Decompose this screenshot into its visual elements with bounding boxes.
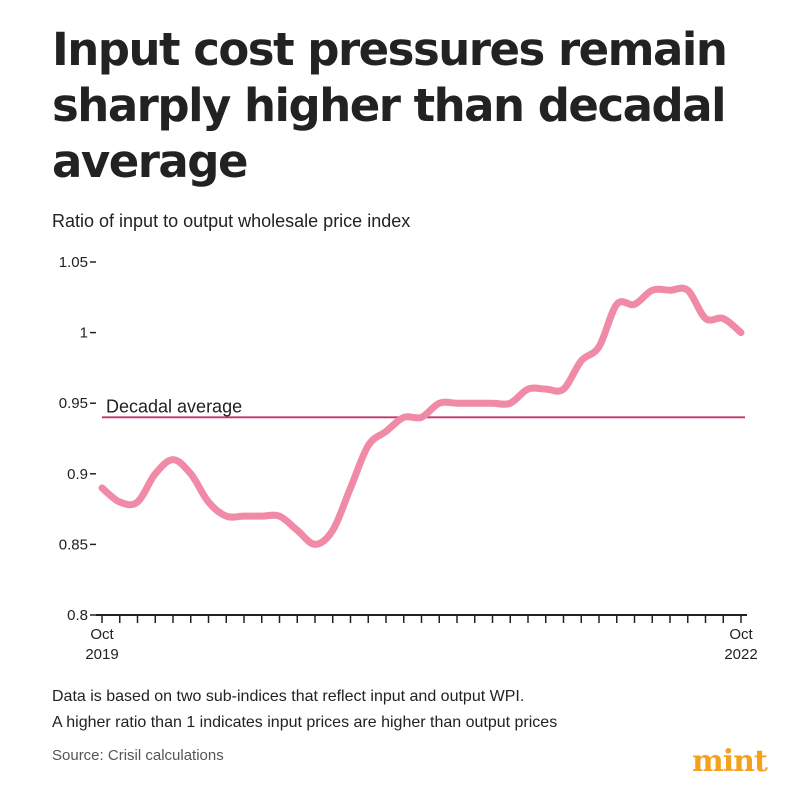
x-tick-label-month: Oct: [729, 626, 753, 643]
series-group: [98, 284, 745, 548]
chart-subtitle: Ratio of input to output wholesale price…: [52, 211, 411, 231]
decadal-average-label: Decadal average: [106, 396, 242, 416]
y-tick-label: 1: [80, 325, 88, 342]
note-line-2: A higher ratio than 1 indicates input pr…: [52, 714, 558, 731]
series-line: [98, 284, 745, 548]
chart-title: Input cost pressures remain sharply high…: [52, 23, 728, 188]
y-tick-label: 0.95: [59, 395, 88, 412]
y-axis: 0.8 0.85 0.9 0.95 1 1.05: [59, 254, 96, 624]
y-tick-label: 1.05: [59, 254, 88, 271]
y-tick-label: 0.85: [59, 536, 88, 553]
y-tick-label: 0.8: [67, 607, 88, 624]
x-tick-label-year: 2019: [85, 646, 118, 663]
x-tick-label-year: 2022: [724, 646, 757, 663]
y-tick-label: 0.9: [67, 466, 88, 483]
source-text: Source: Crisil calculations: [52, 747, 224, 764]
line-chart: 0.8 0.85 0.9 0.95 1 1.05 Oct 2019 Oct 2022 Decad…: [59, 254, 758, 663]
x-axis: Oct 2019 Oct 2022: [85, 614, 758, 663]
note-line-1: Data is based on two sub-indices that re…: [52, 688, 525, 705]
x-tick-label-month: Oct: [90, 626, 114, 643]
mint-logo: mint: [692, 744, 768, 779]
chart-note: Data is based on two sub-indices that re…: [52, 684, 557, 736]
